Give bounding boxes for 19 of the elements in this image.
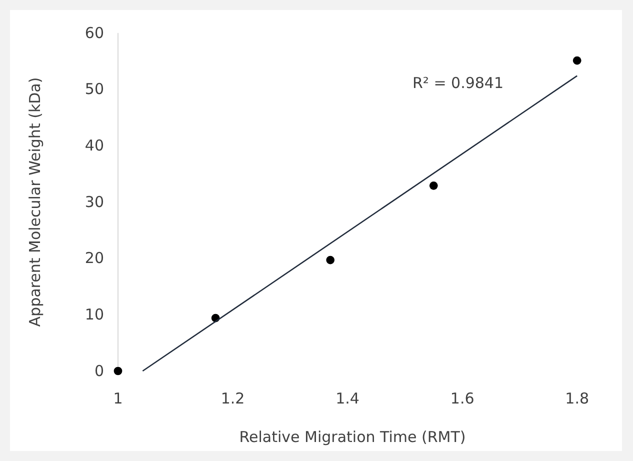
- point: [572, 56, 582, 65]
- x-tick-label: 1.8: [565, 390, 590, 408]
- y-tick-label: 10: [84, 305, 104, 324]
- point: [114, 366, 122, 376]
- y-tick-label: 50: [84, 80, 104, 98]
- x-tick-label: 1.6: [450, 390, 474, 408]
- x-tick-label: 1.2: [220, 390, 245, 408]
- x-tick-label: 1.4: [336, 390, 360, 408]
- y-axis-title: Apparent Molecular Weight (kDa): [26, 77, 44, 327]
- y-tick-label: 0: [94, 362, 104, 380]
- y-tick-label: 30: [84, 192, 104, 211]
- point: [326, 256, 335, 264]
- y-tick-label: 20: [84, 249, 104, 268]
- x-tick-label: 1: [113, 390, 123, 408]
- y-tick-label: 60: [84, 24, 104, 42]
- annotation: R² = 0.9841: [412, 74, 504, 92]
- point: [429, 181, 438, 190]
- y-tick-label: 40: [84, 136, 104, 154]
- x-axis-title: Relative Migration Time (RMT): [239, 428, 466, 446]
